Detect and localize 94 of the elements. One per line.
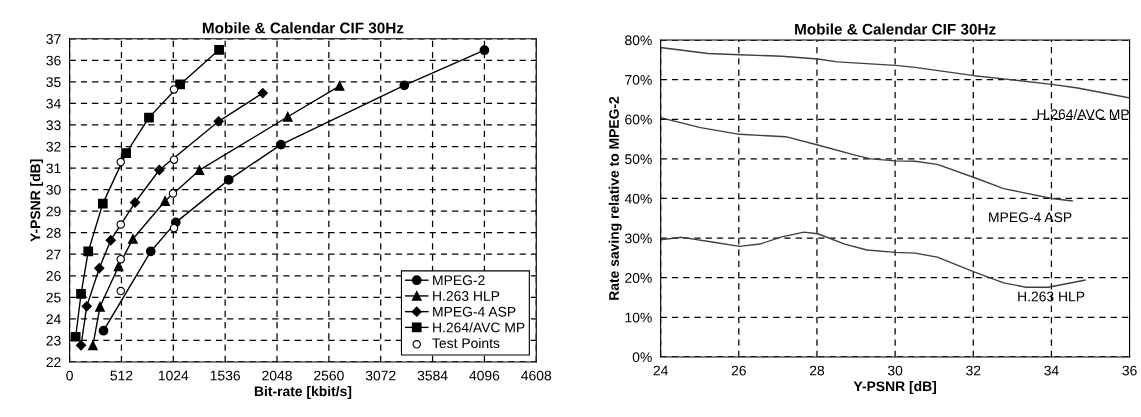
- series-label: MPEG-4 ASP: [989, 212, 1072, 223]
- point: [128, 234, 138, 244]
- legend-label: Test Points: [432, 337, 500, 349]
- y-tick-label: 60%: [625, 114, 652, 125]
- point: [98, 325, 109, 336]
- x-tick-label: 3584: [417, 370, 448, 381]
- y-tick-label: 37: [46, 34, 61, 44]
- point: [113, 261, 124, 272]
- x-axis-title: Y-PSNR [dB]: [853, 381, 936, 394]
- y-tick-label: 36: [46, 55, 61, 66]
- x-tick-label: 0: [66, 370, 73, 381]
- point: [105, 235, 116, 246]
- y-tick-label: 23: [46, 335, 61, 346]
- point: [88, 340, 98, 351]
- series-label: H.264/AVC MP: [1037, 108, 1129, 120]
- x-tick-label: 1024: [158, 370, 189, 381]
- y-tick-label: 29: [46, 206, 61, 217]
- point: [399, 80, 410, 91]
- point: [76, 289, 86, 299]
- point: [81, 301, 92, 312]
- y-tick-label: 34: [46, 98, 61, 109]
- point: [75, 340, 87, 351]
- point: [214, 44, 224, 55]
- point: [168, 189, 178, 198]
- point: [194, 165, 205, 176]
- point: [145, 246, 156, 257]
- x-tick-label: 36: [1122, 365, 1137, 376]
- y-tick-label: 30%: [625, 233, 652, 244]
- legend-label: MPEG-4 ASP: [433, 306, 516, 317]
- chart-title: Mobile & Calendar CIF 30Hz: [202, 22, 404, 34]
- legend-label: MPEG-2: [433, 275, 485, 286]
- point: [116, 157, 125, 167]
- point: [257, 87, 268, 99]
- x-axis-title: Bit-rate [kbit/s]: [254, 386, 352, 399]
- y-tick-label: 80%: [625, 35, 652, 46]
- point: [144, 112, 154, 123]
- point: [160, 196, 170, 206]
- y-tick-label: 35: [46, 77, 61, 88]
- y-tick-label: 30: [46, 184, 61, 195]
- y-axis-title: Rate saving relative to MPEG-2: [608, 96, 622, 300]
- point: [116, 286, 125, 296]
- point: [94, 263, 105, 274]
- y-tick-label: 26: [46, 271, 61, 281]
- y-tick-label: 24: [46, 314, 61, 324]
- x-tick-label: 4608: [521, 370, 552, 381]
- y-tick-label: 70%: [625, 74, 652, 85]
- point: [169, 85, 179, 94]
- x-tick-label: 30: [887, 365, 903, 376]
- point: [479, 45, 490, 56]
- point: [83, 246, 94, 257]
- x-tick-label: 512: [110, 370, 133, 381]
- y-tick-label: 27: [46, 249, 61, 260]
- y-tick-label: 33: [46, 120, 61, 131]
- y-tick-label: 31: [46, 163, 61, 174]
- point: [116, 254, 125, 264]
- y-tick-label: 32: [46, 141, 61, 152]
- x-tick-label: 2048: [262, 370, 292, 381]
- point: [169, 155, 179, 164]
- x-tick-label: 34: [1044, 365, 1059, 376]
- y-tick-label: 40%: [624, 193, 652, 204]
- point: [116, 220, 125, 229]
- series-label: H.263 HLP: [1018, 291, 1085, 302]
- y-axis-title: Y-PSNR [dB]: [30, 159, 44, 242]
- point: [334, 81, 345, 91]
- y-tick-label: 0%: [632, 352, 652, 363]
- y-tick-label: 28: [46, 228, 61, 238]
- point: [223, 175, 234, 185]
- line-series: [660, 231, 1086, 288]
- point: [154, 164, 165, 176]
- x-tick-label: 2560: [314, 370, 344, 381]
- x-tick-label: 1536: [210, 370, 240, 381]
- point: [97, 198, 108, 209]
- y-tick-label: 50%: [625, 154, 652, 165]
- point: [70, 331, 81, 342]
- y-tick-label: 10%: [625, 312, 652, 323]
- chart-title: Mobile & Calendar CIF 30Hz: [795, 23, 996, 35]
- y-tick-label: 22: [46, 357, 61, 367]
- point: [213, 116, 224, 127]
- point: [169, 223, 179, 233]
- point: [276, 139, 286, 150]
- legend-label: H.264/AVC MP: [433, 322, 525, 333]
- x-tick-label: 26: [731, 365, 746, 376]
- x-tick-label: 4096: [469, 370, 500, 381]
- point: [121, 148, 131, 159]
- x-tick-label: 32: [966, 365, 981, 376]
- point: [282, 111, 293, 122]
- y-tick-label: 20%: [625, 273, 652, 283]
- x-tick-label: 3072: [365, 370, 396, 381]
- y-tick-label: 25: [46, 292, 61, 303]
- legend-label: H.263 HLP: [433, 291, 500, 301]
- point: [95, 301, 105, 312]
- line-series: [660, 46, 1130, 99]
- x-tick-label: 28: [809, 365, 825, 376]
- x-tick-label: 24: [653, 365, 668, 376]
